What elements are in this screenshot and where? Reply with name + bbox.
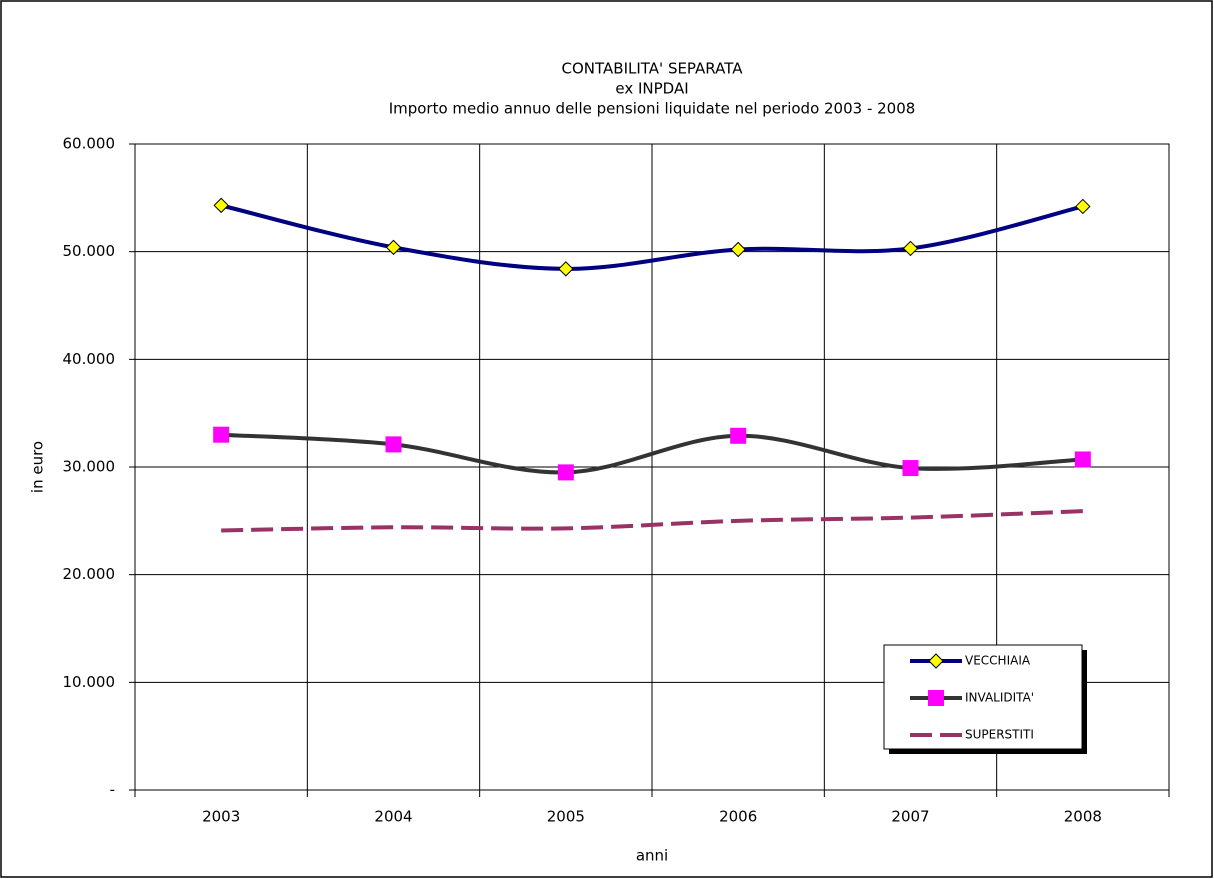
marker <box>558 261 574 277</box>
marker <box>902 460 919 477</box>
x-tick-label: 2008 <box>1064 808 1102 826</box>
y-tick-label: 10.000 <box>63 673 116 691</box>
marker <box>213 197 229 214</box>
marker <box>557 464 574 481</box>
marker <box>213 426 230 443</box>
x-tick-label: 2007 <box>891 808 929 826</box>
legend-label: SUPERSTITI <box>965 728 1034 742</box>
legend-label: VECCHIAIA <box>965 654 1031 668</box>
marker <box>902 240 919 257</box>
x-tick-label: 2003 <box>202 808 240 826</box>
series-line <box>221 509 1083 533</box>
legend-label: INVALIDITA' <box>965 691 1034 705</box>
marker <box>730 427 747 444</box>
y-tick-label: 20.000 <box>63 565 116 583</box>
y-tick-label: 50.000 <box>63 242 116 260</box>
x-axis-label: anni <box>636 847 668 865</box>
marker <box>385 436 402 453</box>
y-tick-label: 30.000 <box>63 458 116 476</box>
chart-title: ex INPDAI <box>615 80 688 98</box>
plot-frame <box>134 143 1170 791</box>
y-tick-label: 40.000 <box>63 350 116 368</box>
chart-title: CONTABILITA' SEPARATA <box>562 60 744 78</box>
y-tick-label: - <box>110 781 115 799</box>
y-tick-label: 60.000 <box>63 135 116 153</box>
x-tick-label: 2006 <box>719 808 757 826</box>
marker <box>1075 198 1091 215</box>
x-tick-label: 2004 <box>374 808 412 826</box>
series-line <box>220 203 1084 271</box>
marker <box>928 653 944 669</box>
marker <box>730 241 746 258</box>
chart-title: Importo medio annuo delle pensioni liqui… <box>389 100 916 118</box>
marker <box>1074 451 1091 468</box>
marker <box>928 690 944 706</box>
marker <box>385 239 402 256</box>
y-axis-label: in euro <box>29 441 47 493</box>
series-line <box>221 432 1083 475</box>
x-tick-label: 2005 <box>547 808 585 826</box>
